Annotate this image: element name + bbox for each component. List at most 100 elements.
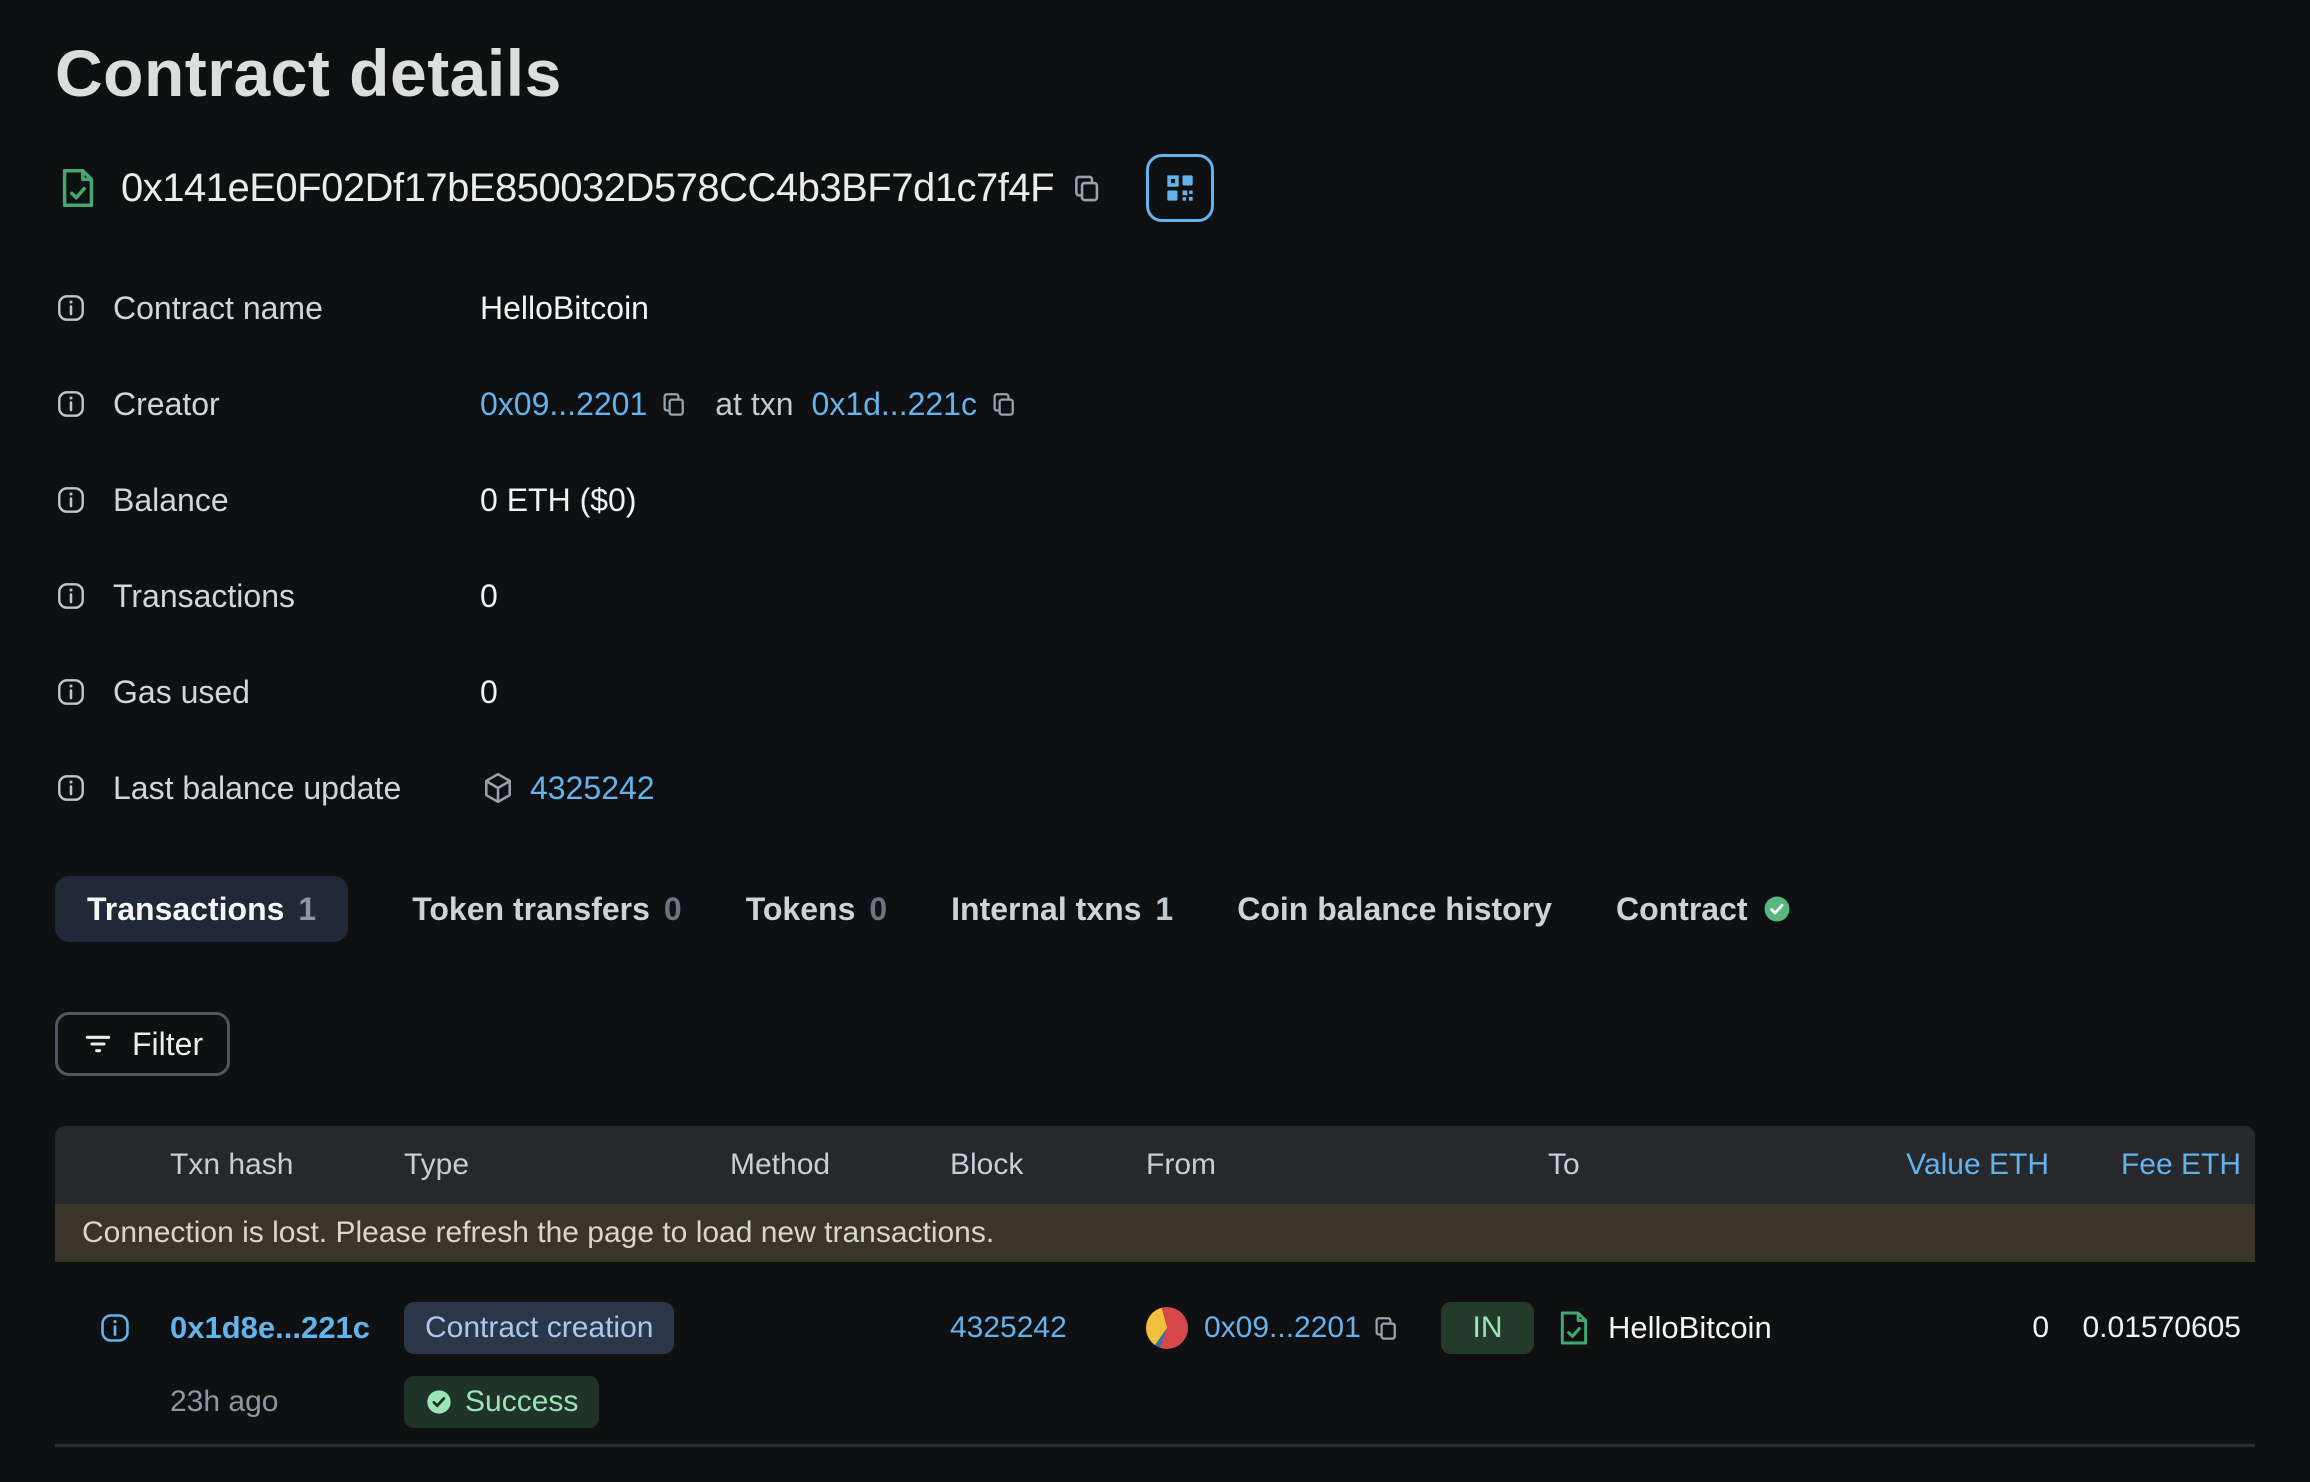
header-from: From — [1146, 1148, 1216, 1181]
info-row-last-balance-update: Last balance update 4325242 — [55, 740, 2255, 836]
tab-label: Contract — [1615, 890, 1748, 927]
tab-count: 0 — [663, 890, 682, 927]
info-row-creator: Creator 0x09...2201 at txn 0x1d...221c — [55, 356, 2255, 452]
tab-coin-balance-history[interactable]: Coin balance history — [1237, 876, 1552, 942]
txn-info-icon[interactable] — [98, 1311, 132, 1345]
transactions-table: Txn hash Type Method Block From To Value… — [55, 1126, 2255, 1447]
creator-address-link[interactable]: 0x09...2201 — [480, 385, 648, 422]
info-icon — [57, 390, 85, 418]
status-badge: Success — [404, 1376, 600, 1428]
tab-contract[interactable]: Contract — [1616, 876, 1792, 942]
tab-count: 0 — [869, 890, 888, 927]
creator-label: Creator — [113, 385, 220, 422]
tab-tokens[interactable]: Tokens 0 — [746, 876, 887, 942]
cell-method — [730, 1302, 950, 1354]
info-icon — [57, 582, 85, 610]
row-block-link[interactable]: 4325242 — [950, 1311, 1067, 1344]
to-contract-name[interactable]: HelloBitcoin — [1608, 1310, 1772, 1345]
info-row-gas-used: Gas used 0 — [55, 644, 2255, 740]
copy-address-button[interactable] — [1070, 171, 1104, 205]
tab-token-transfers[interactable]: Token transfers 0 — [412, 876, 682, 942]
copy-from-address-button[interactable] — [1371, 1313, 1401, 1343]
info-row-balance: Balance 0 ETH ($0) — [55, 452, 2255, 548]
header-to: To — [1548, 1148, 1580, 1181]
cell-txn-hash: 0x1d8e...221c 23h ago — [170, 1302, 404, 1428]
table-row: 0x1d8e...221c 23h ago Contract creation … — [55, 1262, 2255, 1447]
qr-code-icon — [1167, 175, 1193, 201]
banner-message: Connection is lost. Please refresh the p… — [82, 1216, 995, 1249]
cell-txn-info — [55, 1302, 170, 1354]
cell-block: 4325242 — [950, 1302, 1146, 1354]
info-row-transactions: Transactions 0 — [55, 548, 2255, 644]
cell-value: 0 — [2032, 1311, 2049, 1344]
header-type: Type — [404, 1148, 470, 1181]
txn-hash-link[interactable]: 0x1d8e...221c — [170, 1310, 370, 1345]
success-check-icon — [425, 1388, 453, 1416]
connection-lost-banner: Connection is lost. Please refresh the p… — [55, 1204, 2255, 1262]
copy-icon — [1075, 175, 1099, 202]
filter-label: Filter — [132, 1025, 204, 1062]
cell-to: IN HelloBitcoin — [1441, 1302, 1885, 1354]
filter-lines-icon — [85, 1035, 111, 1053]
page-title: Contract details — [55, 36, 562, 110]
tab-count: 1 — [298, 890, 317, 927]
info-icon — [57, 486, 85, 514]
contract-address: 0x141eE0F02Df17bE850032D578CC4b3BF7d1c7f… — [121, 165, 1055, 210]
copy-creator-address-button[interactable] — [659, 389, 689, 419]
tab-count: 1 — [1155, 890, 1174, 927]
balance-value: 0 ETH ($0) — [480, 481, 637, 518]
block-link[interactable]: 4325242 — [530, 769, 655, 806]
header-txn-hash: Txn hash — [170, 1148, 294, 1181]
contract-doc-icon — [1560, 1311, 1588, 1345]
direction-badge: IN — [1441, 1302, 1534, 1354]
tab-internal-txns[interactable]: Internal txns 1 — [951, 876, 1173, 942]
copy-creation-txn-button[interactable] — [989, 389, 1019, 419]
transactions-value: 0 — [480, 577, 498, 614]
last-balance-update-value: 4325242 — [480, 770, 2255, 807]
txn-age: 23h ago — [170, 1385, 279, 1418]
contract-name-label: Contract name — [113, 289, 323, 326]
info-icon — [57, 678, 85, 706]
verified-contract-icon — [62, 169, 94, 207]
tab-label: Internal txns — [951, 890, 1142, 927]
copy-icon — [663, 393, 685, 416]
last-balance-update-label: Last balance update — [113, 769, 402, 806]
from-address-link[interactable]: 0x09...2201 — [1204, 1311, 1361, 1344]
tab-label: Transactions — [87, 890, 285, 927]
status-label: Success — [465, 1385, 579, 1418]
creation-txn-link[interactable]: 0x1d...221c — [811, 385, 977, 422]
cell-type-status: Contract creation Success — [404, 1302, 730, 1428]
header-fee-eth[interactable]: Fee ETH — [2120, 1148, 2241, 1181]
cell-from: 0x09...2201 — [1146, 1302, 1441, 1354]
filter-button[interactable]: Filter — [55, 1012, 231, 1076]
tab-transactions[interactable]: Transactions 1 — [55, 876, 349, 942]
balance-label: Balance — [113, 481, 229, 518]
address-row: 0x141eE0F02Df17bE850032D578CC4b3BF7d1c7f… — [55, 154, 2255, 222]
header-block: Block — [950, 1148, 1024, 1181]
tab-label: Token transfers — [412, 890, 650, 927]
cell-fee: 0.01570605 — [2082, 1311, 2242, 1344]
info-icon — [57, 294, 85, 322]
copy-icon — [1375, 1317, 1396, 1340]
tab-bar: Transactions 1 Token transfers 0 Tokens … — [55, 876, 2255, 942]
at-txn-label: at txn — [715, 385, 794, 422]
contract-name-value: HelloBitcoin — [480, 289, 649, 326]
type-badge: Contract creation — [404, 1302, 675, 1354]
from-address-avatar — [1146, 1307, 1188, 1349]
tab-label: Coin balance history — [1237, 890, 1552, 927]
qr-code-button[interactable] — [1146, 154, 1215, 222]
info-row-contract-name: Contract name HelloBitcoin — [55, 260, 2255, 356]
header-method: Method — [730, 1148, 831, 1181]
gas-used-value: 0 — [480, 673, 498, 710]
creator-value: 0x09...2201 at txn 0x1d...221c — [480, 386, 2255, 423]
copy-icon — [993, 393, 1014, 416]
contract-info-list: Contract name HelloBitcoin Creator 0x09.… — [55, 260, 2255, 836]
transactions-label: Transactions — [113, 577, 295, 614]
tab-label: Tokens — [745, 890, 856, 927]
header-value-eth[interactable]: Value ETH — [1906, 1148, 2049, 1181]
cube-icon — [485, 772, 511, 804]
info-icon — [57, 774, 85, 802]
table-header-row: Txn hash Type Method Block From To Value… — [55, 1126, 2255, 1204]
gas-used-label: Gas used — [113, 673, 250, 710]
